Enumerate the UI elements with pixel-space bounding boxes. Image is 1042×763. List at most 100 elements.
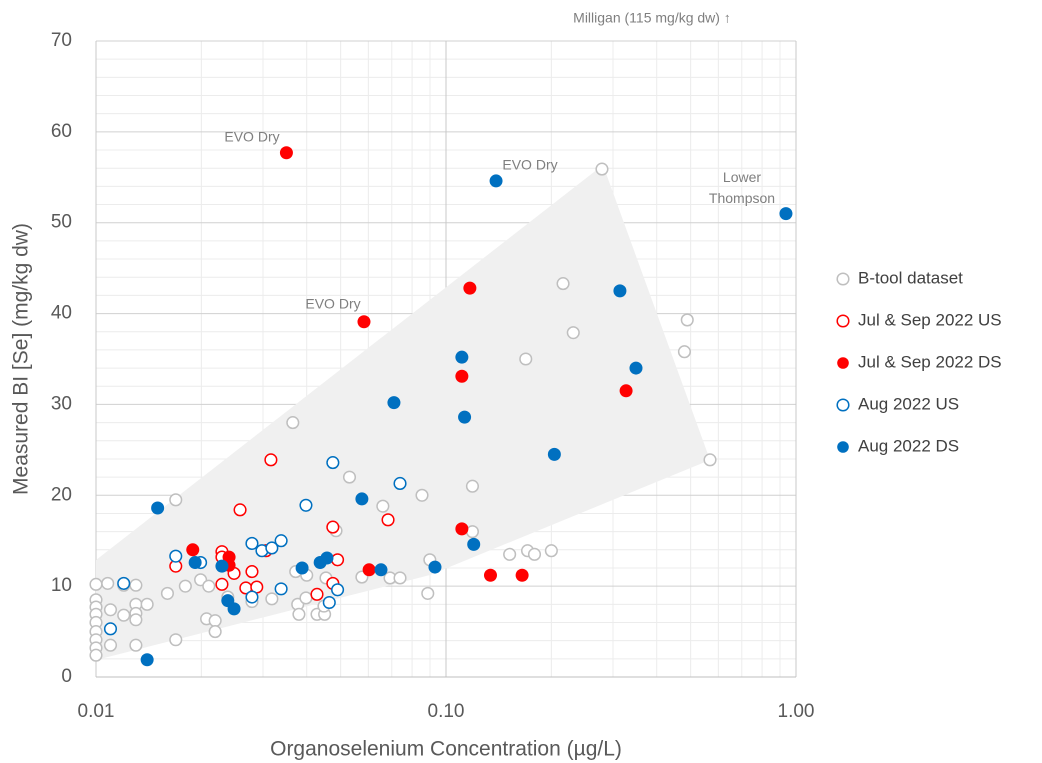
point (140, 597, 154, 611)
y-tick-label: 10 (51, 575, 72, 596)
annotation: Lower Thompson (709, 169, 775, 206)
point (703, 453, 717, 467)
x-tick-label: 0.10 (428, 701, 465, 722)
point (376, 499, 390, 513)
point (117, 576, 131, 590)
point (489, 174, 503, 188)
point (357, 315, 371, 329)
legend-marker (836, 314, 850, 328)
point (331, 553, 345, 567)
point (117, 608, 131, 622)
point (129, 578, 143, 592)
x-tick-label: 0.01 (78, 701, 115, 722)
point (103, 603, 118, 617)
marks (89, 146, 793, 667)
point (169, 493, 183, 507)
legend-label: Jul & Sep 2022 US (858, 310, 1002, 329)
x-axis-title: Organoselenium Concentration (µg/L) (270, 738, 622, 761)
point (169, 633, 183, 647)
point (387, 396, 401, 410)
y-tick-label: 40 (51, 303, 72, 324)
point (331, 583, 345, 597)
x-tick-label: 1.00 (778, 701, 815, 722)
point (101, 576, 115, 590)
point (320, 551, 334, 565)
point (310, 587, 324, 601)
point (503, 547, 517, 561)
y-tick-label: 0 (61, 666, 72, 687)
point (326, 520, 340, 534)
point (188, 556, 202, 570)
point (629, 361, 643, 375)
legend-marker (836, 272, 850, 286)
legend-marker (837, 357, 849, 369)
point (169, 549, 183, 563)
y-tick-label: 50 (51, 212, 72, 233)
point (265, 541, 279, 555)
point (129, 613, 143, 627)
point (186, 543, 200, 557)
point (619, 384, 633, 398)
point (544, 544, 558, 558)
point (779, 207, 793, 221)
point (393, 476, 407, 491)
legend-label: Aug 2022 DS (858, 436, 959, 455)
point (458, 410, 472, 424)
y-tick-label: 20 (51, 484, 72, 505)
point (613, 284, 627, 298)
point (89, 648, 103, 662)
point (463, 281, 477, 295)
point (326, 456, 340, 470)
point (428, 560, 442, 574)
annotation: EVO Dry (502, 157, 557, 173)
point (455, 522, 469, 536)
point (527, 547, 542, 561)
y-axis-title: Measured BI [Se] (mg/kg dw) (10, 223, 33, 495)
point (465, 479, 479, 493)
point (519, 352, 533, 366)
point (245, 590, 259, 604)
point (295, 561, 309, 575)
point (483, 568, 497, 582)
note: Milligan (115 mg/kg dw) ↑ (573, 10, 731, 26)
point (556, 277, 570, 291)
point (467, 537, 481, 551)
point (160, 586, 174, 600)
point (245, 565, 259, 579)
point (299, 591, 313, 605)
point (233, 503, 247, 517)
point (465, 525, 479, 539)
point (215, 559, 229, 573)
point (322, 595, 336, 610)
point (455, 350, 469, 364)
legend-label: Aug 2022 US (858, 394, 959, 413)
point (129, 638, 143, 652)
point (208, 614, 222, 628)
point (342, 470, 357, 484)
legend-label: B-tool dataset (858, 268, 963, 287)
point (455, 369, 469, 383)
y-tick-label: 70 (51, 30, 72, 51)
point (393, 571, 407, 585)
point (208, 625, 222, 639)
point (299, 498, 313, 512)
point (151, 501, 165, 515)
legend-marker (836, 398, 850, 412)
point (680, 313, 694, 327)
point (245, 536, 259, 550)
point (227, 602, 241, 616)
point (286, 416, 300, 430)
point (103, 638, 118, 652)
point (677, 345, 691, 359)
point (421, 586, 435, 600)
point (547, 447, 561, 461)
point (566, 326, 580, 340)
point (381, 513, 395, 527)
envelope (96, 165, 710, 660)
point (515, 568, 529, 582)
point (202, 579, 216, 593)
point (103, 622, 118, 636)
point (374, 563, 388, 577)
point (178, 579, 192, 593)
